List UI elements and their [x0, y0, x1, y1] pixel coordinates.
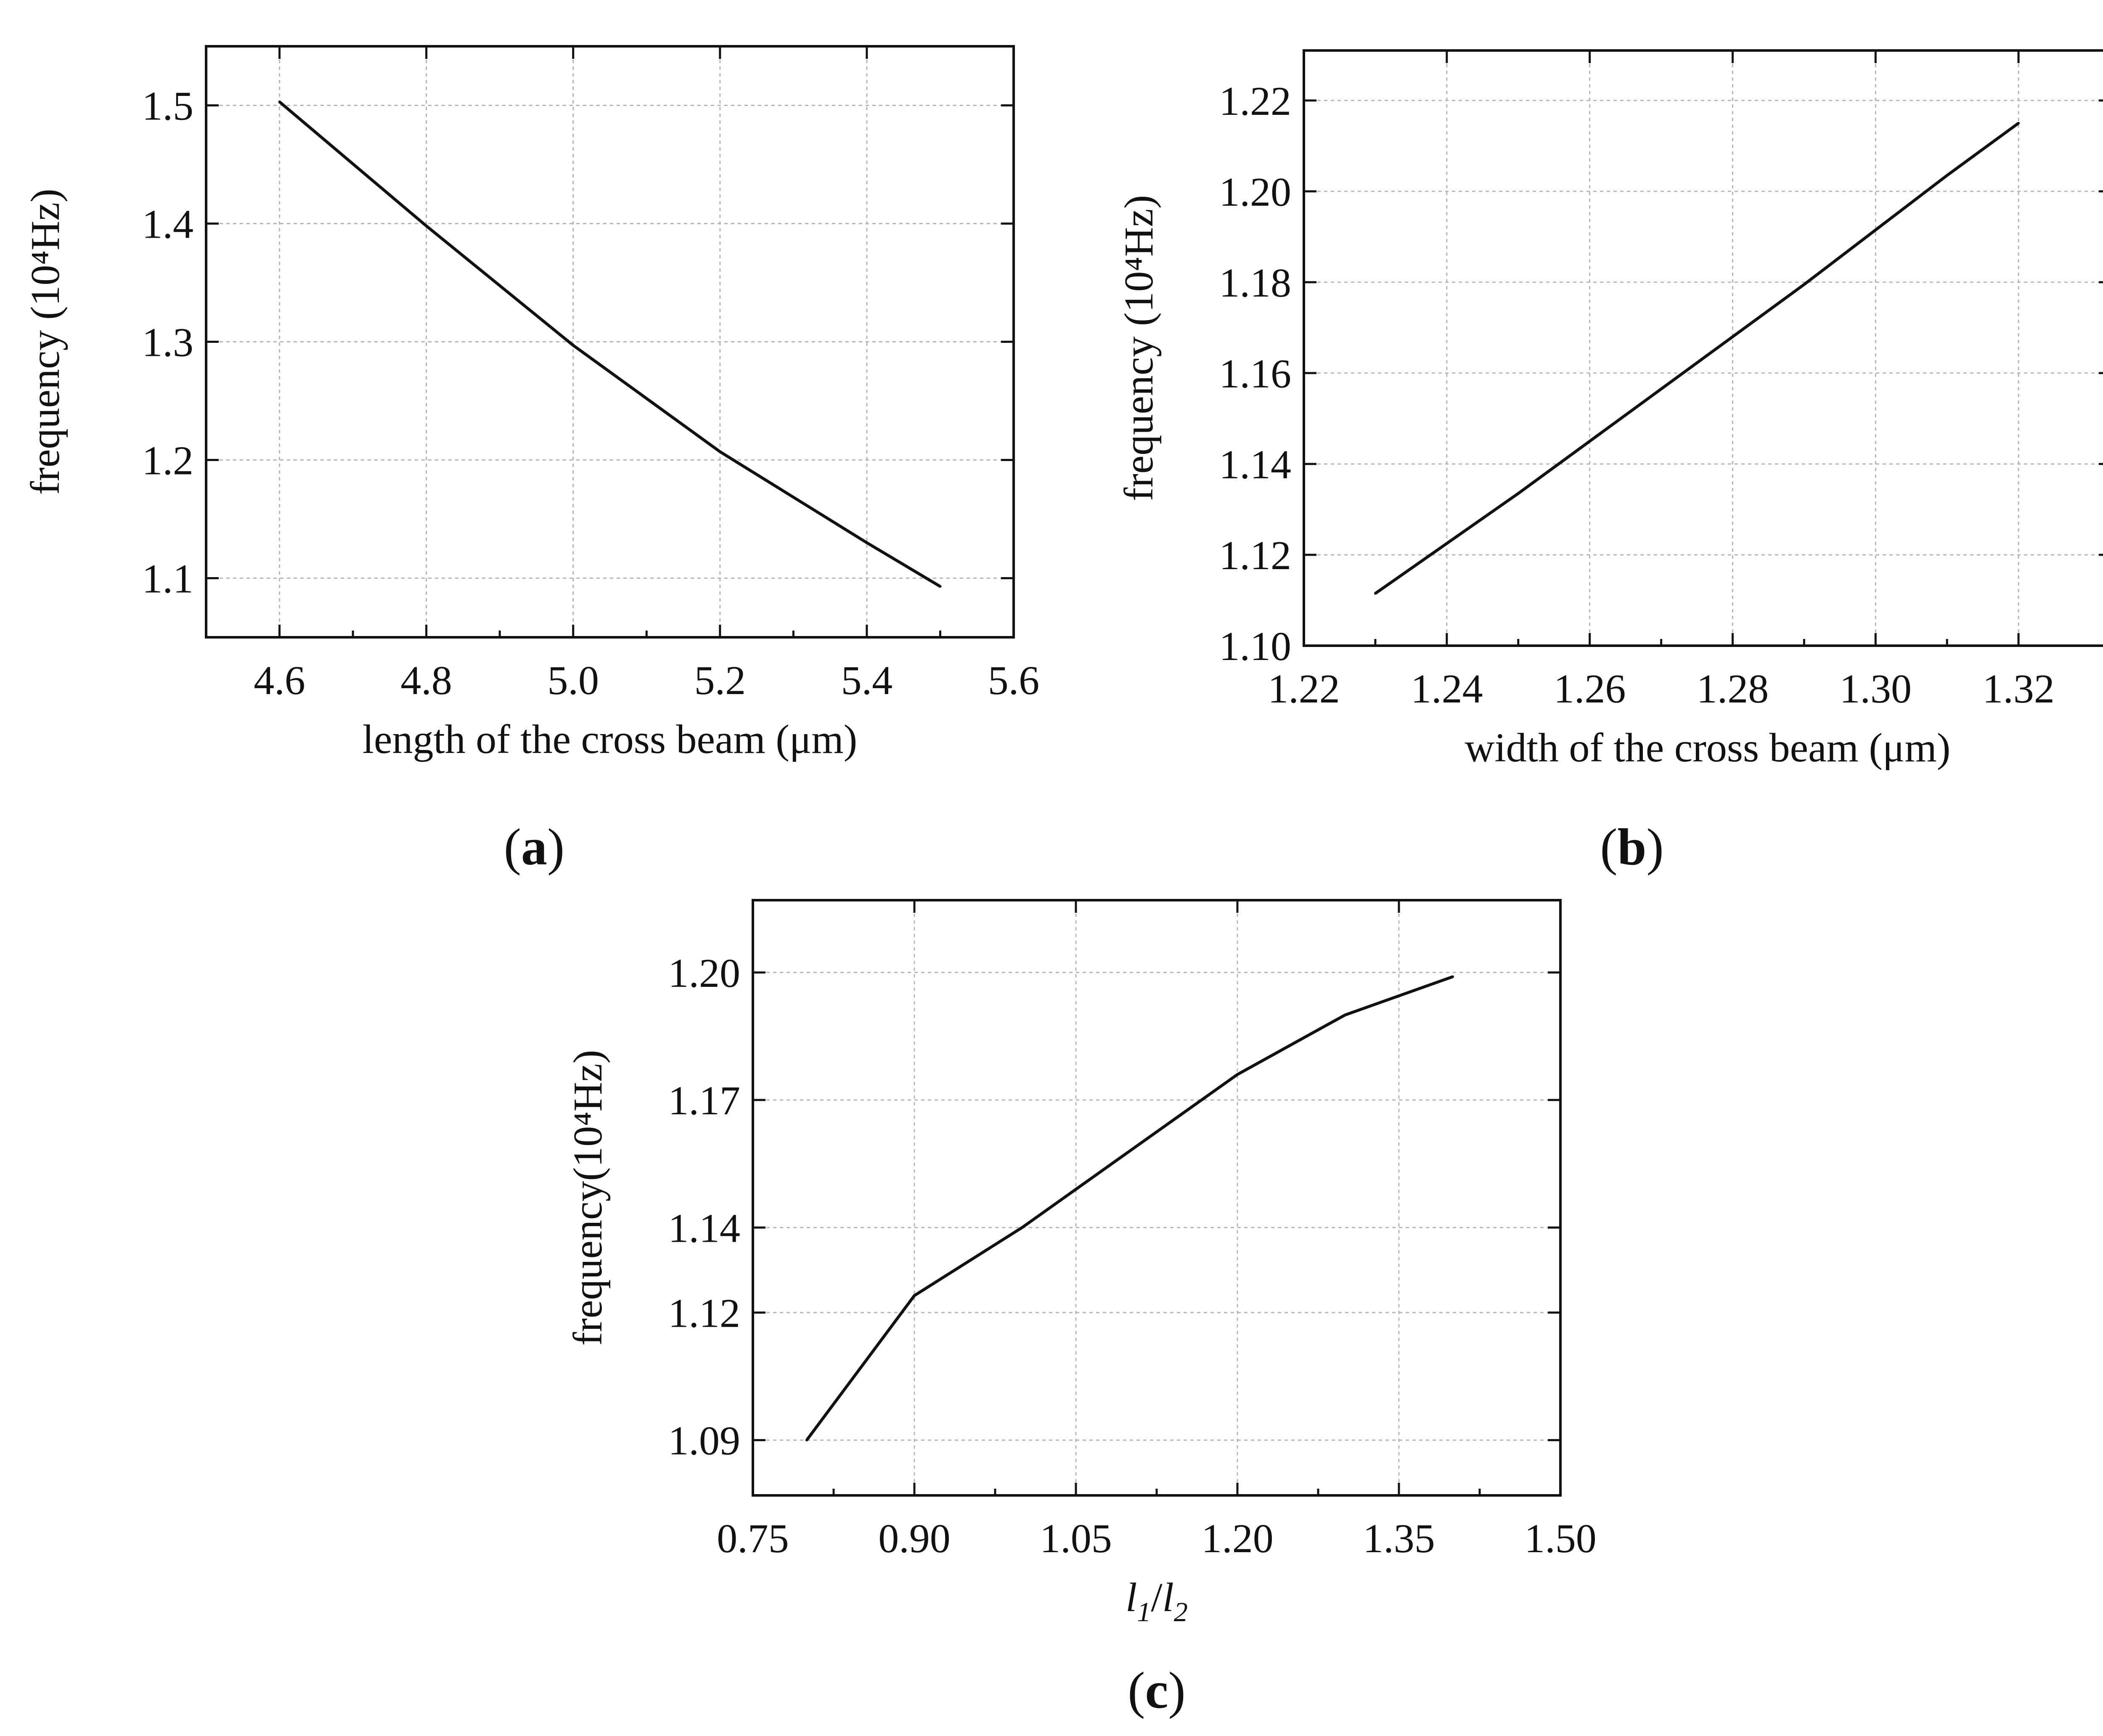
panel-b-grid: [1303, 50, 2103, 647]
panel-c-curve-layer: [805, 975, 1454, 1442]
panel-a-data-point: [865, 541, 868, 544]
panel-a-x-tick-label: 5.4: [841, 658, 893, 703]
panel-a-data-point: [939, 585, 942, 588]
panel-c-chart: 0.75 0.90 1.05 1.20 1.35 1.50 1.09 1.12 1.14 1.17…: [565, 899, 1597, 1719]
panel-b-series-line: [1374, 122, 2020, 595]
panel-b-x-tick-label: 1.32: [1982, 666, 2055, 712]
panel-b-label: (b): [1600, 818, 1664, 876]
panel-c-letter: c: [1145, 1662, 1168, 1719]
panel-b-y-tick-label: 1.20: [1219, 170, 1292, 215]
panel-c-x-tick-label: 1.20: [1201, 1516, 1274, 1561]
panel-a-x-axis-title: length of the cross beam (μm): [363, 717, 857, 762]
panel-c-y-axis-title: frequency(10⁴Hz): [565, 1050, 611, 1346]
panel-b-plot-frame: [1303, 49, 2103, 647]
panel-b-y-tick-label: 1.18: [1219, 260, 1292, 306]
panel-b-chart: 1.22 1.24 1.26 1.28 1.30 1.32 1.10 1.12 1.14 1.16…: [1116, 49, 2103, 876]
panel-a-x-tick-label: 5.2: [694, 658, 746, 703]
panel-c-x-tick-label: 1.05: [1040, 1516, 1112, 1561]
panel-a-y-axis-title: frequency (10⁴Hz): [23, 189, 68, 495]
panel-b-data-point: [1803, 283, 1806, 286]
panel-a-data-point: [718, 450, 721, 453]
panel-b-data-point: [1374, 592, 1377, 595]
panel-b-y-tick-label: 1.16: [1219, 351, 1292, 397]
panel-a-x-tick-label: 5.0: [547, 658, 599, 703]
panel-c-data-point: [805, 1439, 808, 1442]
panel-a-data-point: [278, 101, 281, 103]
panel-c-xlabel-slash: /: [1151, 1575, 1163, 1620]
panel-a-data-point: [425, 225, 428, 228]
panel-a-ticks: [206, 46, 1015, 637]
panel-c-data-point: [913, 1294, 916, 1297]
panel-a-tick-labels: 4.6 4.8 5.0 5.2 5.4 5.6 1.1 1.2 1.3 1.4 1.5: [142, 84, 1040, 704]
panel-c-data-point: [1128, 1150, 1131, 1153]
panel-b-y-tick-label: 1.12: [1219, 533, 1292, 578]
panel-c-y-tick-label: 1.14: [668, 1206, 741, 1251]
panel-a-y-tick-label: 1.4: [142, 202, 194, 247]
panel-c-data-point: [1021, 1226, 1023, 1229]
panel-b-data-point: [1660, 387, 1663, 390]
panel-c-plot-frame: [752, 899, 1562, 1497]
panel-b-x-tick-label: 1.28: [1697, 666, 1769, 712]
panel-b-x-axis-title: width of the cross beam (μm): [1465, 725, 1951, 771]
panel-b-data-point: [1946, 174, 1949, 177]
panel-c-x-axis-title: l1/l2: [1126, 1575, 1188, 1627]
panel-a-grid: [206, 46, 1014, 637]
panel-c-y-tick-label: 1.09: [668, 1418, 741, 1464]
panel-c-xlabel-sub2: 2: [1174, 1597, 1188, 1627]
panel-c-y-tick-label: 1.12: [668, 1291, 741, 1336]
panel-c-tick-labels: 0.75 0.90 1.05 1.20 1.35 1.50 1.09 1.12 1.14 1.17…: [668, 951, 1597, 1561]
panel-a-y-tick-label: 1.2: [142, 438, 194, 484]
panel-a-y-tick-label: 1.3: [142, 320, 194, 366]
panel-b-tick-labels: 1.22 1.24 1.26 1.28 1.30 1.32 1.10 1.12 1.14 1.16…: [1219, 79, 2055, 712]
panel-c-xlabel-l1: l: [1126, 1575, 1137, 1620]
panel-c-x-tick-label: 1.50: [1524, 1516, 1597, 1561]
panel-b-curve-layer: [1374, 122, 2020, 595]
panel-c-data-point: [1451, 975, 1454, 978]
panel-b-x-tick-label: 1.30: [1840, 666, 1912, 712]
panel-b-x-tick-label: 1.24: [1411, 666, 1483, 712]
panel-b-x-tick-label: 1.26: [1554, 666, 1626, 712]
panel-a-series-line: [278, 101, 941, 588]
panel-b-y-tick-label: 1.14: [1219, 442, 1292, 488]
panel-b-y-axis-title: frequency (10⁴Hz): [1116, 195, 1162, 501]
panel-c-data-point: [1236, 1073, 1239, 1076]
panel-c-y-tick-label: 1.17: [668, 1078, 741, 1124]
panel-b-data-point: [1517, 492, 1520, 495]
panel-c-ticks: [752, 900, 1562, 1495]
panel-c-x-tick-label: 0.75: [717, 1516, 789, 1561]
panel-a-x-tick-label: 4.6: [254, 658, 305, 703]
panel-c-series-line: [805, 975, 1454, 1441]
panel-a-x-tick-label: 5.6: [988, 658, 1040, 703]
panel-c-grid: [752, 900, 1561, 1495]
panel-c-x-tick-label: 1.35: [1363, 1516, 1435, 1561]
panel-b-ticks: [1303, 50, 2103, 647]
panel-a-letter: a: [521, 818, 547, 876]
panel-c-xlabel-sub1: 1: [1137, 1597, 1151, 1627]
panel-b-data-point: [2017, 122, 2020, 125]
panel-b-y-tick-label: 1.22: [1219, 79, 1292, 124]
panel-b-letter: b: [1618, 818, 1647, 876]
panel-b-y-tick-label: 1.10: [1219, 624, 1292, 669]
panel-a-label: (a): [504, 818, 565, 876]
panel-c-x-tick-label: 0.90: [878, 1516, 951, 1561]
panel-a-x-tick-label: 4.8: [400, 658, 452, 703]
panel-c-label: (c): [1128, 1662, 1186, 1719]
panel-a-y-tick-label: 1.1: [142, 557, 194, 602]
panel-c-xlabel-l2: l: [1163, 1575, 1174, 1620]
panel-c-data-point: [1344, 1013, 1346, 1016]
panel-b-x-tick-label: 1.22: [1268, 666, 1340, 712]
panel-a-y-tick-label: 1.5: [142, 84, 194, 129]
panel-a-chart: 4.6 4.8 5.0 5.2 5.4 5.6 1.1 1.2 1.3 1.4 1.5 length…: [23, 45, 1040, 876]
panel-a-data-point: [572, 344, 575, 347]
panel-c-y-tick-label: 1.20: [668, 951, 741, 996]
panel-a-curve-layer: [278, 101, 942, 588]
